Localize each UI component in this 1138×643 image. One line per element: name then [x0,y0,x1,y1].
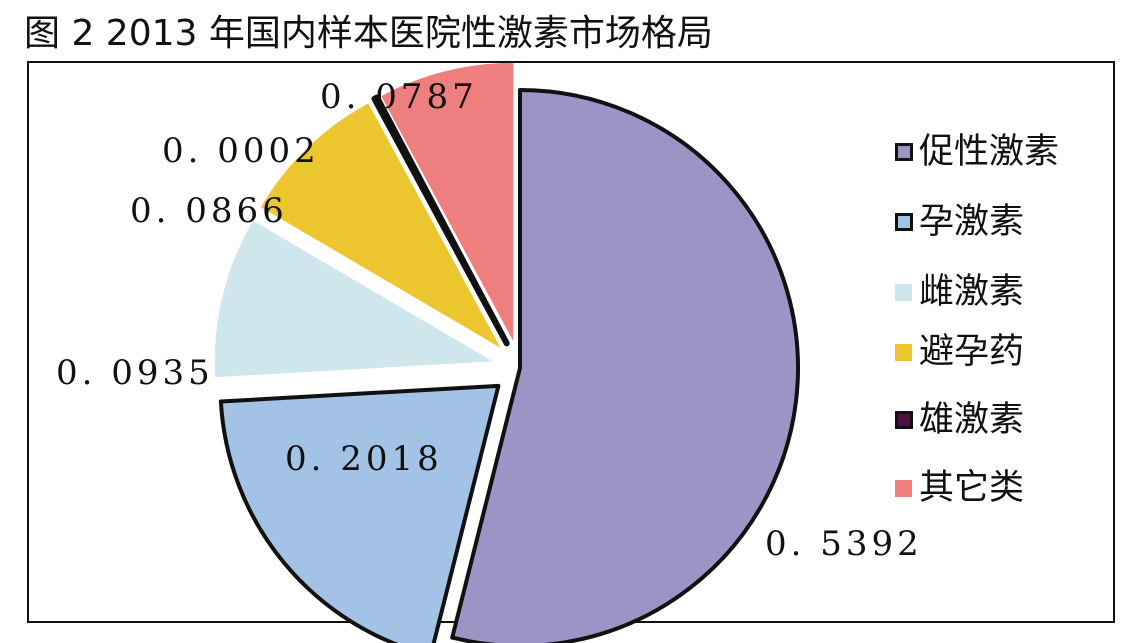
legend-label-androgen: 雄激素 [919,400,1025,440]
legend-swatch-gonadotropin [895,143,913,161]
legend-swatch-progestin [895,213,913,231]
legend-item-estrogen: 雌激素 [895,270,1024,314]
data-label-gonadotropin: 0. 5392 [765,524,923,564]
legend-label-other: 其它类 [919,468,1025,508]
data-label-progestin: 0. 2018 [285,439,443,479]
legend-item-progestin: 孕激素 [895,200,1024,244]
chart-title: 图 2 2013 年国内样本医院性激素市场格局 [24,13,713,54]
pie-slice-androgen [371,94,510,347]
legend-swatch-estrogen [895,283,912,301]
legend-item-gonadotropin: 促性激素 [895,130,1059,174]
legend-item-other: 其它类 [895,466,1024,510]
legend-label-progestin: 孕激素 [919,202,1025,242]
legend-swatch-androgen [895,411,913,429]
legend-swatch-other [895,479,912,497]
data-label-other: 0. 0787 [320,77,478,117]
legend-label-gonadotropin: 促性激素 [919,132,1060,172]
legend-label-contraceptive: 避孕药 [919,332,1025,372]
data-label-estrogen: 0. 0935 [56,353,214,393]
legend-label-estrogen: 雌激素 [919,272,1025,312]
legend-item-androgen: 雄激素 [895,398,1024,442]
data-label-androgen: 0. 0002 [162,131,320,171]
pie-slice-gonadotropin [450,88,800,643]
pie-slice-other [381,62,514,341]
pie-slice-contraceptive [260,103,501,348]
legend-item-contraceptive: 避孕药 [895,330,1024,374]
pie-slice-progestin [218,383,501,643]
data-label-contraceptive: 0. 0866 [130,191,288,231]
legend-swatch-contraceptive [895,343,912,361]
pie-slice-estrogen [214,220,493,378]
